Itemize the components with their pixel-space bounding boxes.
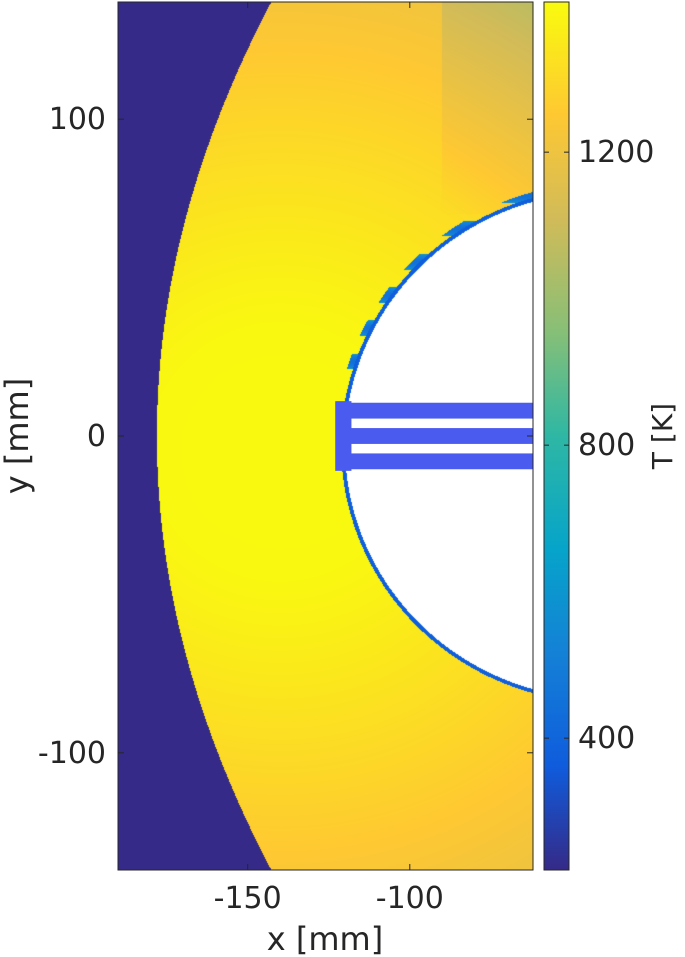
x-axis-ticks: -150 -100	[214, 2, 444, 916]
injector-jet	[344, 453, 533, 470]
y-axis-ticks: 100 0 -100	[38, 102, 533, 771]
colorbar: 1200 800 400 T [K]	[543, 1, 679, 871]
plot-area	[118, 2, 533, 870]
colorbar-tick-label: 400	[578, 721, 635, 756]
injector-jets	[335, 401, 533, 471]
y-tick-label: 100	[49, 102, 106, 137]
colorbar-gradient	[543, 1, 570, 871]
colorbar-ticks: 1200 800 400	[544, 135, 654, 756]
colorbar-tick-label: 1200	[578, 135, 654, 170]
colorbar-label: T [K]	[646, 403, 679, 470]
injector-jet	[344, 428, 533, 444]
y-tick-label: -100	[38, 736, 106, 771]
x-tick-label: -100	[376, 881, 444, 916]
injector-jet	[344, 402, 533, 419]
x-axis-label: x [mm]	[267, 920, 383, 957]
y-tick-label: 0	[87, 419, 106, 454]
y-axis-label: y [mm]	[0, 378, 36, 494]
x-tick-label: -150	[214, 881, 282, 916]
jet-plume	[335, 401, 352, 471]
colorbar-tick-label: 800	[578, 428, 635, 463]
